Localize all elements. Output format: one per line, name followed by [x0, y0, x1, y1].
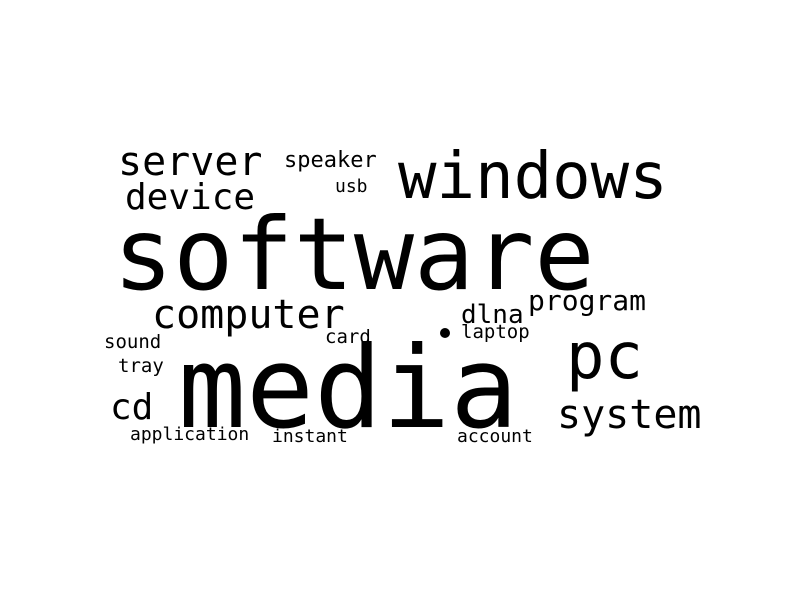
word-laptop: laptop — [461, 321, 530, 343]
word-pc: pc — [566, 320, 644, 394]
word-tray: tray — [118, 355, 164, 377]
word-program: program — [528, 284, 647, 317]
word-instant: instant — [272, 426, 348, 447]
word-system: system — [557, 392, 702, 438]
word-sound: sound — [104, 331, 162, 353]
word-application: application — [130, 424, 250, 445]
word-server: server — [118, 139, 263, 185]
word-cd: cd — [110, 387, 154, 428]
dot-mark — [440, 328, 450, 338]
word-dlna: dlna — [461, 300, 524, 330]
word-media: media — [178, 322, 519, 454]
word-card: card — [325, 326, 371, 348]
word-device: device — [125, 177, 256, 218]
word-windows: windows — [398, 140, 668, 214]
word-software: software — [113, 196, 595, 313]
word-speaker: speaker — [284, 148, 377, 173]
word-computer: computer — [152, 292, 345, 338]
word-usb: usb — [335, 176, 368, 197]
word-account: account — [457, 426, 533, 447]
